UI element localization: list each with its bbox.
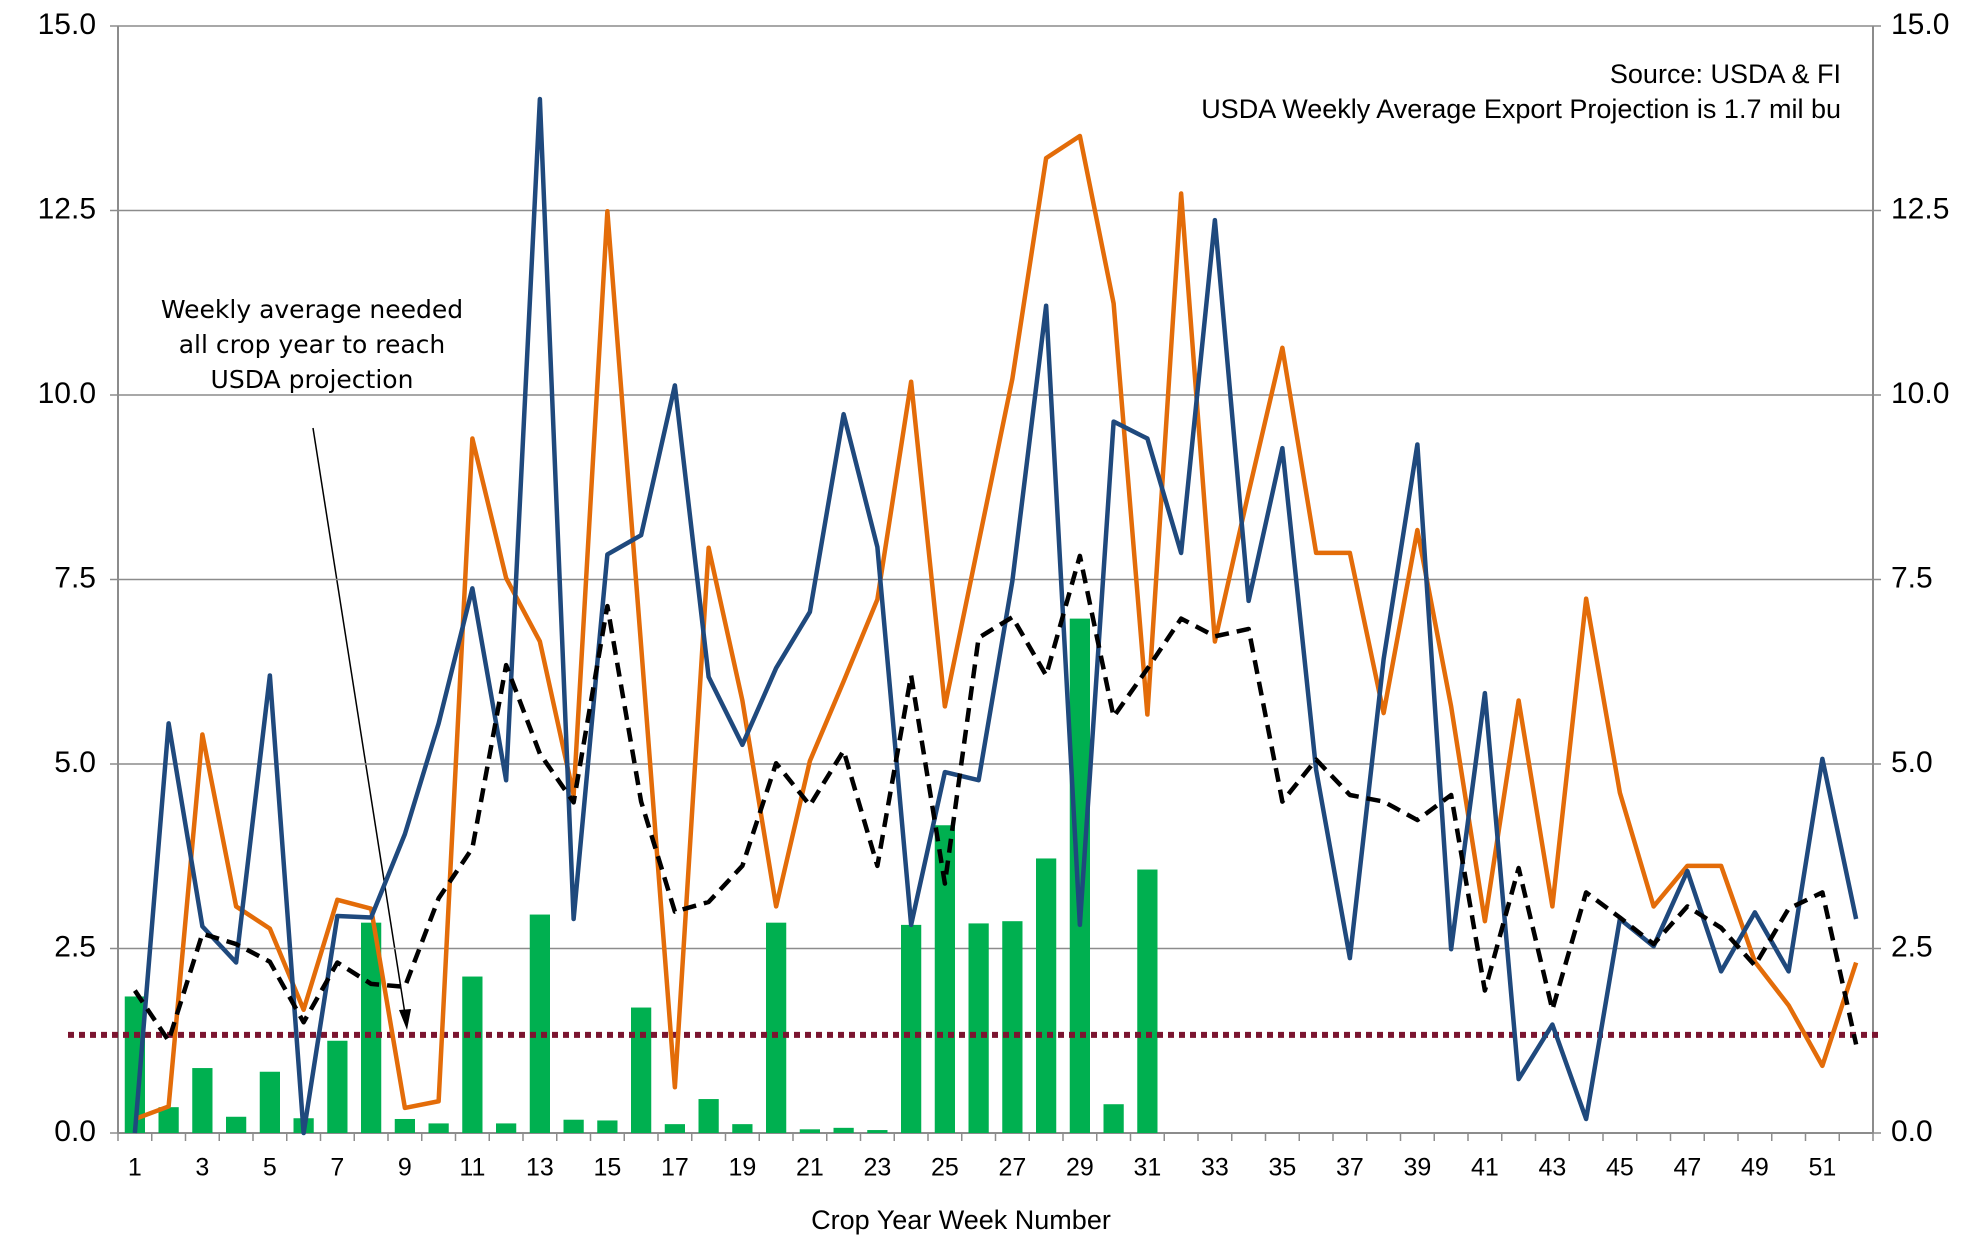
x-tick-label: 5 <box>263 1154 277 1182</box>
bar <box>394 1118 415 1133</box>
x-axis-title: Crop Year Week Number <box>811 1205 1111 1235</box>
x-tick-label: 23 <box>863 1154 891 1182</box>
bar <box>833 1127 854 1133</box>
annotation: USDA projection <box>211 365 414 394</box>
bar <box>462 976 483 1133</box>
x-tick-label: 35 <box>1268 1154 1296 1182</box>
x-tick-label: 3 <box>195 1154 209 1182</box>
bar <box>1036 858 1057 1133</box>
x-tick-label: 33 <box>1201 1154 1229 1182</box>
y-tick-label: 5.0 <box>54 746 96 779</box>
x-tick-label: 29 <box>1066 1154 1094 1182</box>
bar <box>631 1007 652 1133</box>
source-note: Source: USDA & FI <box>1610 59 1841 89</box>
x-tick-label: 51 <box>1808 1154 1836 1182</box>
bar <box>901 924 922 1133</box>
bar <box>1002 921 1023 1133</box>
x-tick-label: 11 <box>459 1154 485 1182</box>
bar <box>361 922 382 1133</box>
annotation-arrow <box>312 427 406 1015</box>
y-tick-label: 12.5 <box>38 192 96 225</box>
bar <box>664 1124 685 1133</box>
annotation: all crop year to reach <box>179 330 446 359</box>
bar <box>934 825 955 1133</box>
y2-tick-label: 2.5 <box>1891 930 1933 963</box>
y-tick-label: 15.0 <box>38 8 96 41</box>
x-tick-label: 1 <box>128 1154 142 1182</box>
x-tick-label: 21 <box>796 1154 824 1182</box>
series-line <box>133 553 1859 1045</box>
bar <box>496 1123 517 1133</box>
x-tick-label: 45 <box>1606 1154 1634 1182</box>
x-tick-label: 43 <box>1538 1154 1566 1182</box>
y2-tick-label: 7.5 <box>1891 561 1933 594</box>
y2-tick-label: 10.0 <box>1891 377 1949 410</box>
y2-tick-label: 12.5 <box>1891 192 1949 225</box>
x-tick-label: 27 <box>998 1154 1026 1182</box>
y2-tick-label: 15.0 <box>1891 8 1949 41</box>
series-line <box>132 96 1859 1136</box>
bar <box>1103 1104 1124 1133</box>
x-tick-label: 7 <box>330 1154 344 1182</box>
y2-tick-label: 0.0 <box>1891 1115 1933 1148</box>
x-tick-label: 31 <box>1133 1154 1161 1182</box>
bar <box>529 914 550 1133</box>
bar <box>226 1116 247 1133</box>
y-tick-label: 2.5 <box>54 930 96 963</box>
x-tick-label: 19 <box>728 1154 756 1182</box>
x-tick-label: 41 <box>1471 1154 1499 1182</box>
bar <box>766 922 787 1133</box>
arrow-head <box>399 1009 411 1030</box>
y2-tick-label: 5.0 <box>1891 746 1933 779</box>
x-tick-label: 15 <box>593 1154 621 1182</box>
bar <box>799 1129 820 1133</box>
bar <box>698 1099 719 1133</box>
bar <box>158 1107 179 1133</box>
x-tick-label: 25 <box>931 1154 959 1182</box>
x-tick-label: 37 <box>1336 1154 1364 1182</box>
annotation: Weekly average needed <box>161 295 463 324</box>
bar <box>732 1124 753 1133</box>
projection-note: USDA Weekly Average Export Projection is… <box>1201 94 1841 124</box>
x-tick-label: 13 <box>526 1154 554 1182</box>
bar <box>428 1123 449 1133</box>
x-tick-label: 39 <box>1403 1154 1431 1182</box>
bar <box>192 1068 213 1133</box>
bar <box>1069 618 1090 1133</box>
bar <box>327 1040 348 1133</box>
y-tick-label: 0.0 <box>54 1115 96 1148</box>
bar <box>597 1120 618 1133</box>
x-tick-label: 9 <box>398 1154 412 1182</box>
x-tick-label: 17 <box>661 1154 689 1182</box>
y-tick-label: 10.0 <box>38 377 96 410</box>
x-tick-label: 49 <box>1741 1154 1769 1182</box>
bar <box>563 1119 584 1133</box>
x-tick-label: 47 <box>1673 1154 1701 1182</box>
bar <box>259 1071 280 1133</box>
series-line <box>134 133 1859 1122</box>
bar <box>1137 869 1158 1133</box>
y-tick-label: 7.5 <box>54 561 96 594</box>
bar <box>867 1130 888 1133</box>
bar <box>968 923 989 1133</box>
